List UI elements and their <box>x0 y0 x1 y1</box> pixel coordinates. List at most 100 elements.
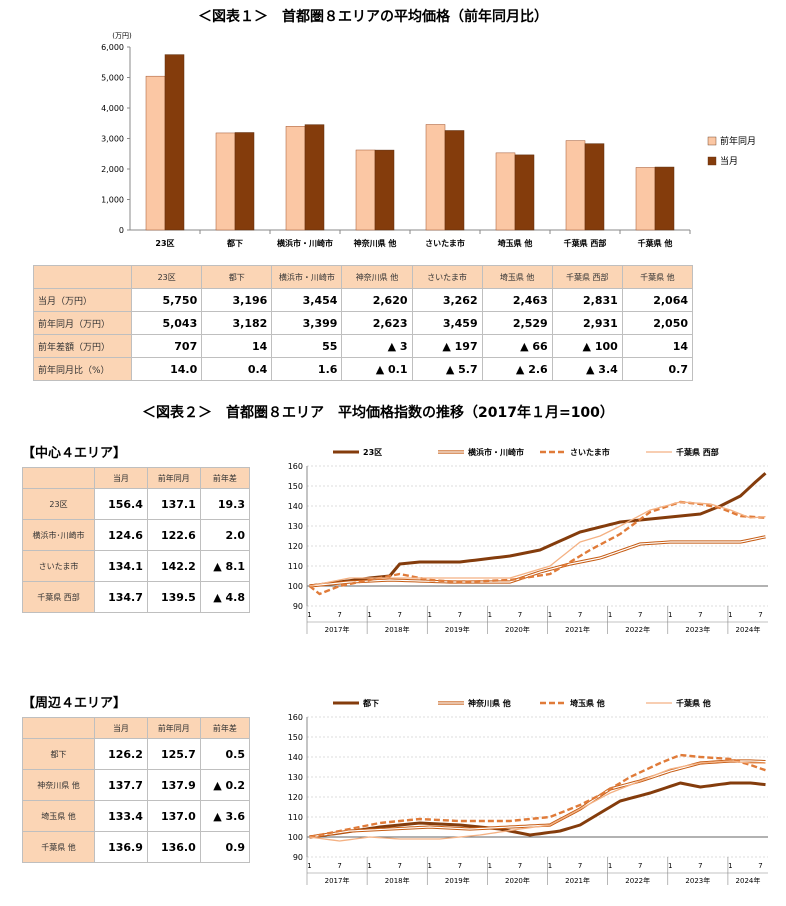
series-line-1-inner <box>309 760 766 838</box>
legend-label: 当月 <box>720 155 738 167</box>
month-tick-label: 7 <box>638 862 642 870</box>
suburb-section-title: 【周辺４エリア】 <box>22 696 127 711</box>
bar-curr <box>654 166 675 231</box>
y-unit-label: (万円) <box>112 32 132 40</box>
row-label: 埼玉県 他 <box>22 800 95 832</box>
bar-curr <box>304 124 325 231</box>
x-tick-label: 千葉県 他 <box>638 238 673 248</box>
y-tick-label: 110 <box>288 813 303 822</box>
table-cell: 55 <box>271 334 343 358</box>
y-tick-label: 110 <box>288 562 303 571</box>
y-tick-label: 6,000 <box>101 43 124 52</box>
year-label: 2023年 <box>685 876 710 885</box>
y-tick-label: 130 <box>288 522 303 531</box>
year-label: 2021年 <box>565 625 590 634</box>
legend-label: 千葉県 他 <box>676 698 711 708</box>
table-cell: 2,620 <box>341 288 413 312</box>
bar-curr <box>164 54 185 231</box>
month-tick-label: 7 <box>758 611 762 619</box>
y-tick-label: 130 <box>288 773 303 782</box>
row-label: 都下 <box>22 738 95 770</box>
column-header: 埼玉県 他 <box>481 265 553 289</box>
month-tick-label: 1 <box>728 862 732 870</box>
year-label: 2019年 <box>445 625 470 634</box>
table-cell: 136.9 <box>94 831 148 863</box>
month-tick-label: 1 <box>668 862 672 870</box>
table-cell: ▲ 3.6 <box>199 800 251 832</box>
legend-label: 都下 <box>362 698 379 708</box>
legend-label: 埼玉県 他 <box>570 698 605 708</box>
series-line-3 <box>309 501 766 587</box>
table-cell: 0.7 <box>621 357 694 381</box>
y-tick-label: 140 <box>288 753 303 762</box>
legend-label: 23区 <box>363 448 382 457</box>
row-label: 千葉県 他 <box>22 831 95 863</box>
column-header: 前年同月 <box>146 717 201 739</box>
table-cell: ▲ 100 <box>551 334 623 358</box>
table-cell: ▲ 8.1 <box>199 550 251 582</box>
series-line-2 <box>309 753 766 839</box>
table-cell: 133.4 <box>94 800 148 832</box>
month-tick-label: 7 <box>397 862 401 870</box>
y-tick-label: 90 <box>293 853 303 862</box>
row-label: 横浜市･川崎市 <box>22 519 95 551</box>
y-tick-label: 150 <box>288 733 303 742</box>
month-tick-label: 1 <box>428 862 432 870</box>
suburb-index-table: 当月 前年同月 前年差 都下 126.2 125.7 0.5 神奈川県 他 137.7 137.9… <box>22 717 251 863</box>
y-tick-label: 3,000 <box>101 135 124 144</box>
table-cell: 125.7 <box>146 738 201 770</box>
table-cell: 14.0 <box>131 357 203 381</box>
series-line-3 <box>309 760 766 842</box>
center-index-table: 当月 前年同月 前年差 23区 156.4 137.1 19.3 横浜市･川崎市 124.6 12… <box>22 467 251 613</box>
series-line-0 <box>309 781 766 839</box>
table-cell: ▲ 2.6 <box>481 357 553 381</box>
table-cell: 136.0 <box>146 831 201 863</box>
table-cell: 0.9 <box>199 831 251 863</box>
legend-label: 横浜市・川崎市 <box>468 447 524 457</box>
table-cell: ▲ 197 <box>411 334 483 358</box>
series-line-1-inner <box>309 536 766 587</box>
month-tick-label: 1 <box>428 611 432 619</box>
month-tick-label: 1 <box>608 611 612 619</box>
x-tick-label: 23区 <box>155 239 174 248</box>
x-tick-label: 千葉県 西部 <box>564 238 607 248</box>
table-row: 埼玉県 他 133.4 137.0 ▲ 3.6 <box>22 800 251 832</box>
y-tick-label: 2,000 <box>101 165 124 174</box>
table-cell: ▲ 3.4 <box>551 357 623 381</box>
x-tick-label: さいたま市 <box>425 238 465 248</box>
month-tick-label: 1 <box>548 862 552 870</box>
price-table: 23区 都下 横浜市・川崎市 神奈川県 他さいたま市 埼玉県 他千葉県 西部 千葉県 他当… <box>32 265 694 381</box>
year-label: 2022年 <box>625 876 650 885</box>
legend-label: 千葉県 西部 <box>676 447 719 457</box>
legend-swatch <box>707 136 717 146</box>
y-tick-label: 160 <box>288 462 303 471</box>
table-cell: ▲ 0.2 <box>199 769 251 801</box>
month-tick-label: 7 <box>458 611 462 619</box>
x-tick-label: 横浜市・川崎市 <box>277 238 333 248</box>
row-label: 神奈川県 他 <box>22 769 95 801</box>
legend-label: 神奈川県 他 <box>468 698 511 708</box>
table-cell: 3,182 <box>201 311 273 335</box>
bar-curr <box>444 130 465 231</box>
fig1-title: ＜図表１＞ 首都圏８エリアの平均価格（前年同月比） <box>198 9 548 25</box>
table-row: 千葉県 他 136.9 136.0 0.9 <box>22 831 251 863</box>
year-label: 2022年 <box>625 625 650 634</box>
year-label: 2017年 <box>325 876 350 885</box>
month-tick-label: 7 <box>458 862 462 870</box>
table-cell: 2,831 <box>551 288 623 312</box>
month-tick-label: 1 <box>668 611 672 619</box>
table-cell: 2,050 <box>621 311 694 335</box>
month-tick-label: 1 <box>367 611 371 619</box>
y-tick-label: 100 <box>288 833 303 842</box>
month-tick-label: 7 <box>397 611 401 619</box>
year-label: 2018年 <box>385 876 410 885</box>
table-cell: 137.0 <box>146 800 201 832</box>
x-tick-label: 神奈川県 他 <box>354 238 397 248</box>
y-tick-label: 120 <box>288 793 303 802</box>
month-tick-label: 7 <box>578 862 582 870</box>
y-tick-label: 140 <box>288 502 303 511</box>
bar-curr <box>584 143 605 231</box>
year-label: 2023年 <box>685 625 710 634</box>
month-tick-label: 1 <box>367 862 371 870</box>
